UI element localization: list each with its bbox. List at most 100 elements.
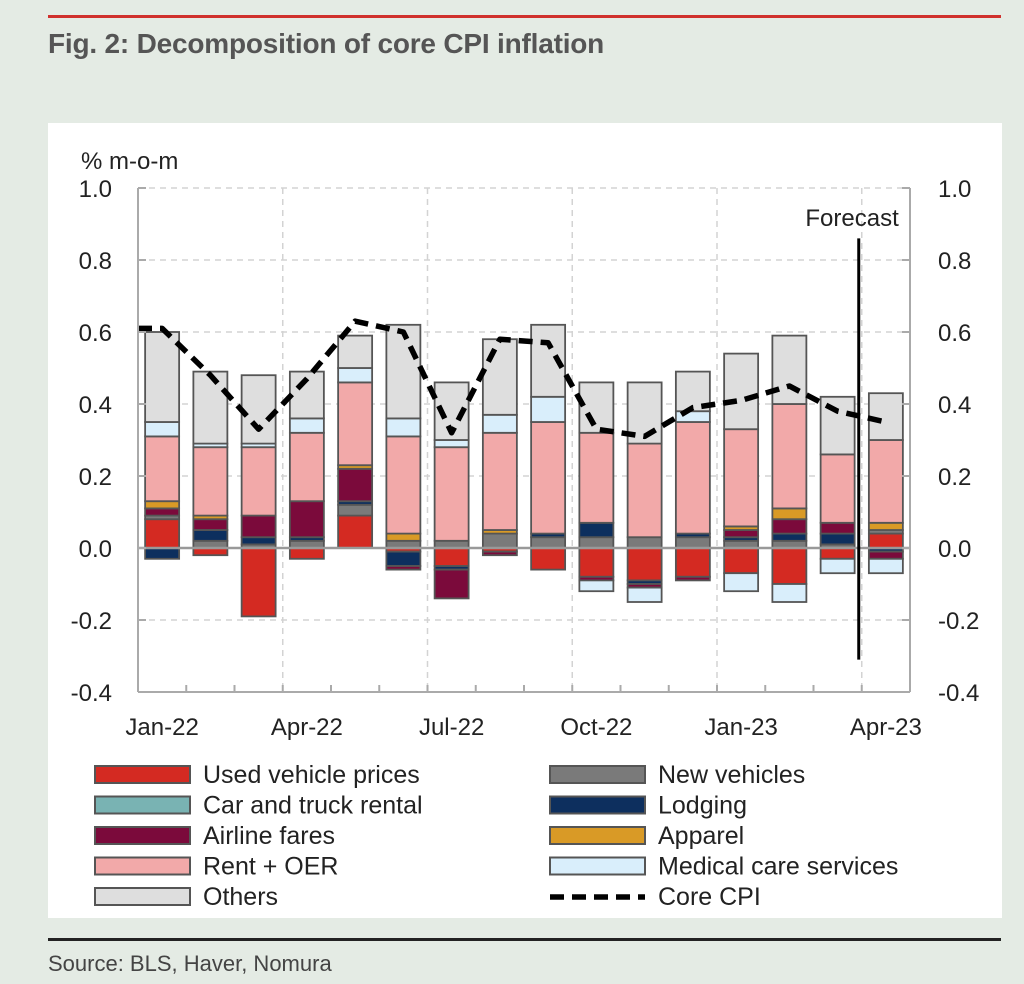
bar-segment	[578, 579, 615, 593]
bar-segment	[240, 446, 277, 517]
figure-title: Fig. 2: Decomposition of core CPI inflat…	[48, 28, 605, 59]
y-tick-label-left: 0.8	[79, 248, 112, 275]
bar-segment	[578, 381, 615, 434]
y-tick-label-right: 0.8	[938, 248, 971, 275]
bar-segment	[530, 536, 567, 549]
bar-segment	[337, 381, 374, 467]
axes: 1.0 1.0 0.8 0.8 0.6 0.6 0.4 0.4 0.2 0.2 0.0 0.0 -0.2…	[71, 148, 980, 741]
legend-label: Airline fares	[203, 822, 335, 850]
bar-segment	[867, 550, 904, 560]
bar-segment	[240, 514, 277, 539]
x-tick-label: Oct-22	[560, 714, 632, 741]
bar-segment	[771, 583, 808, 603]
bar-segment	[240, 374, 277, 445]
bar-segment	[578, 547, 615, 578]
bar-segment	[192, 529, 229, 542]
bar-segment	[771, 532, 808, 542]
bar-segment	[626, 547, 663, 582]
x-tick-label: Jan-23	[704, 714, 777, 741]
forecast-label: Forecast	[805, 205, 899, 232]
bar-segment	[626, 536, 663, 549]
bar-segment	[819, 521, 856, 535]
bar-segment	[385, 417, 422, 438]
y-tick-label-right: 0.6	[938, 320, 971, 347]
bar-segment	[337, 334, 374, 369]
legend-swatch	[549, 795, 646, 815]
bar-segment	[144, 421, 181, 438]
bar-segment	[819, 557, 856, 575]
bar-segment	[481, 338, 518, 416]
title-rule	[48, 15, 1001, 18]
y-tick-label-left: 0.0	[79, 536, 112, 563]
bar-segment	[867, 532, 904, 549]
bar-segment	[144, 507, 181, 517]
legend-label: Used vehicle prices	[203, 761, 420, 789]
bar-segment	[240, 547, 277, 618]
bar-segment	[481, 532, 518, 549]
legend-swatch	[549, 765, 646, 784]
bar-segment	[288, 431, 325, 503]
bar-segment	[723, 529, 760, 539]
legend-label: Core CPI	[658, 883, 761, 911]
x-tick-label: Apr-23	[850, 714, 922, 741]
legend-swatch	[549, 826, 646, 845]
bar-segment	[578, 431, 615, 524]
bar-segment	[433, 547, 470, 567]
bar-segment	[288, 417, 325, 434]
y-tick-label-right: 1.0	[938, 176, 971, 203]
bar-segment	[385, 435, 422, 535]
cpi-decomposition-chart: 1.0 1.0 0.8 0.8 0.6 0.6 0.4 0.4 0.2 0.2 0.0 0.0 -0.2…	[71, 148, 980, 911]
legend-label: Rent + OER	[203, 853, 338, 881]
bar-segment	[144, 500, 181, 510]
bar-segment	[819, 532, 856, 546]
y-tick-label-left: 1.0	[79, 176, 112, 203]
bar-segment	[674, 547, 711, 578]
y-axis-label: % m-o-m	[81, 148, 178, 175]
bar-segment	[867, 557, 904, 575]
legend-swatch	[94, 795, 191, 815]
bar-segment	[144, 435, 181, 503]
x-tick-label: Jan-22	[125, 714, 198, 741]
legend-label: Car and truck rental	[203, 792, 423, 820]
bar-segment	[337, 367, 374, 384]
bar-segment	[385, 565, 422, 571]
bar-segment	[481, 431, 518, 531]
bar-segment	[867, 439, 904, 524]
bars	[138, 318, 904, 618]
legend-label: Medical care services	[658, 853, 898, 881]
bar-segment	[192, 370, 229, 445]
bar-segment	[144, 331, 181, 423]
y-tick-label-left: 0.6	[79, 320, 112, 347]
y-tick-label-left: 0.4	[79, 392, 112, 419]
x-tick-label: Apr-22	[271, 714, 343, 741]
x-tick-label: Jul-22	[419, 714, 484, 741]
bar-segment	[192, 446, 229, 517]
legend-label: Apparel	[658, 822, 744, 850]
legend-label: New vehicles	[658, 761, 805, 789]
y-tick-label-left: -0.2	[71, 608, 112, 635]
bar-segment	[867, 521, 904, 531]
bar-segment	[771, 334, 808, 405]
y-tick-label-left: -0.4	[71, 680, 112, 707]
bar-segment	[530, 421, 567, 535]
legend-swatch	[94, 765, 191, 784]
bar-segment	[771, 547, 808, 585]
bar-segment	[674, 421, 711, 535]
bar-segment	[819, 395, 856, 456]
y-tick-label-right: 0.2	[938, 464, 971, 491]
y-tick-label-right: 0.0	[938, 536, 971, 563]
y-tick-label-right: -0.2	[938, 608, 979, 635]
bar-segment	[674, 536, 711, 549]
legend-swatch	[94, 826, 191, 845]
legend-label: Lodging	[658, 792, 747, 820]
bar-segment	[530, 547, 567, 571]
bar-segment	[385, 532, 422, 542]
bar-segment	[771, 507, 808, 521]
bar-segment	[771, 518, 808, 535]
bar-segment	[337, 514, 374, 549]
bar-segment	[530, 395, 567, 423]
bar-segment	[385, 323, 422, 420]
bar-segment	[578, 521, 615, 539]
bar-segment	[385, 550, 422, 567]
bar-segment	[433, 439, 470, 449]
